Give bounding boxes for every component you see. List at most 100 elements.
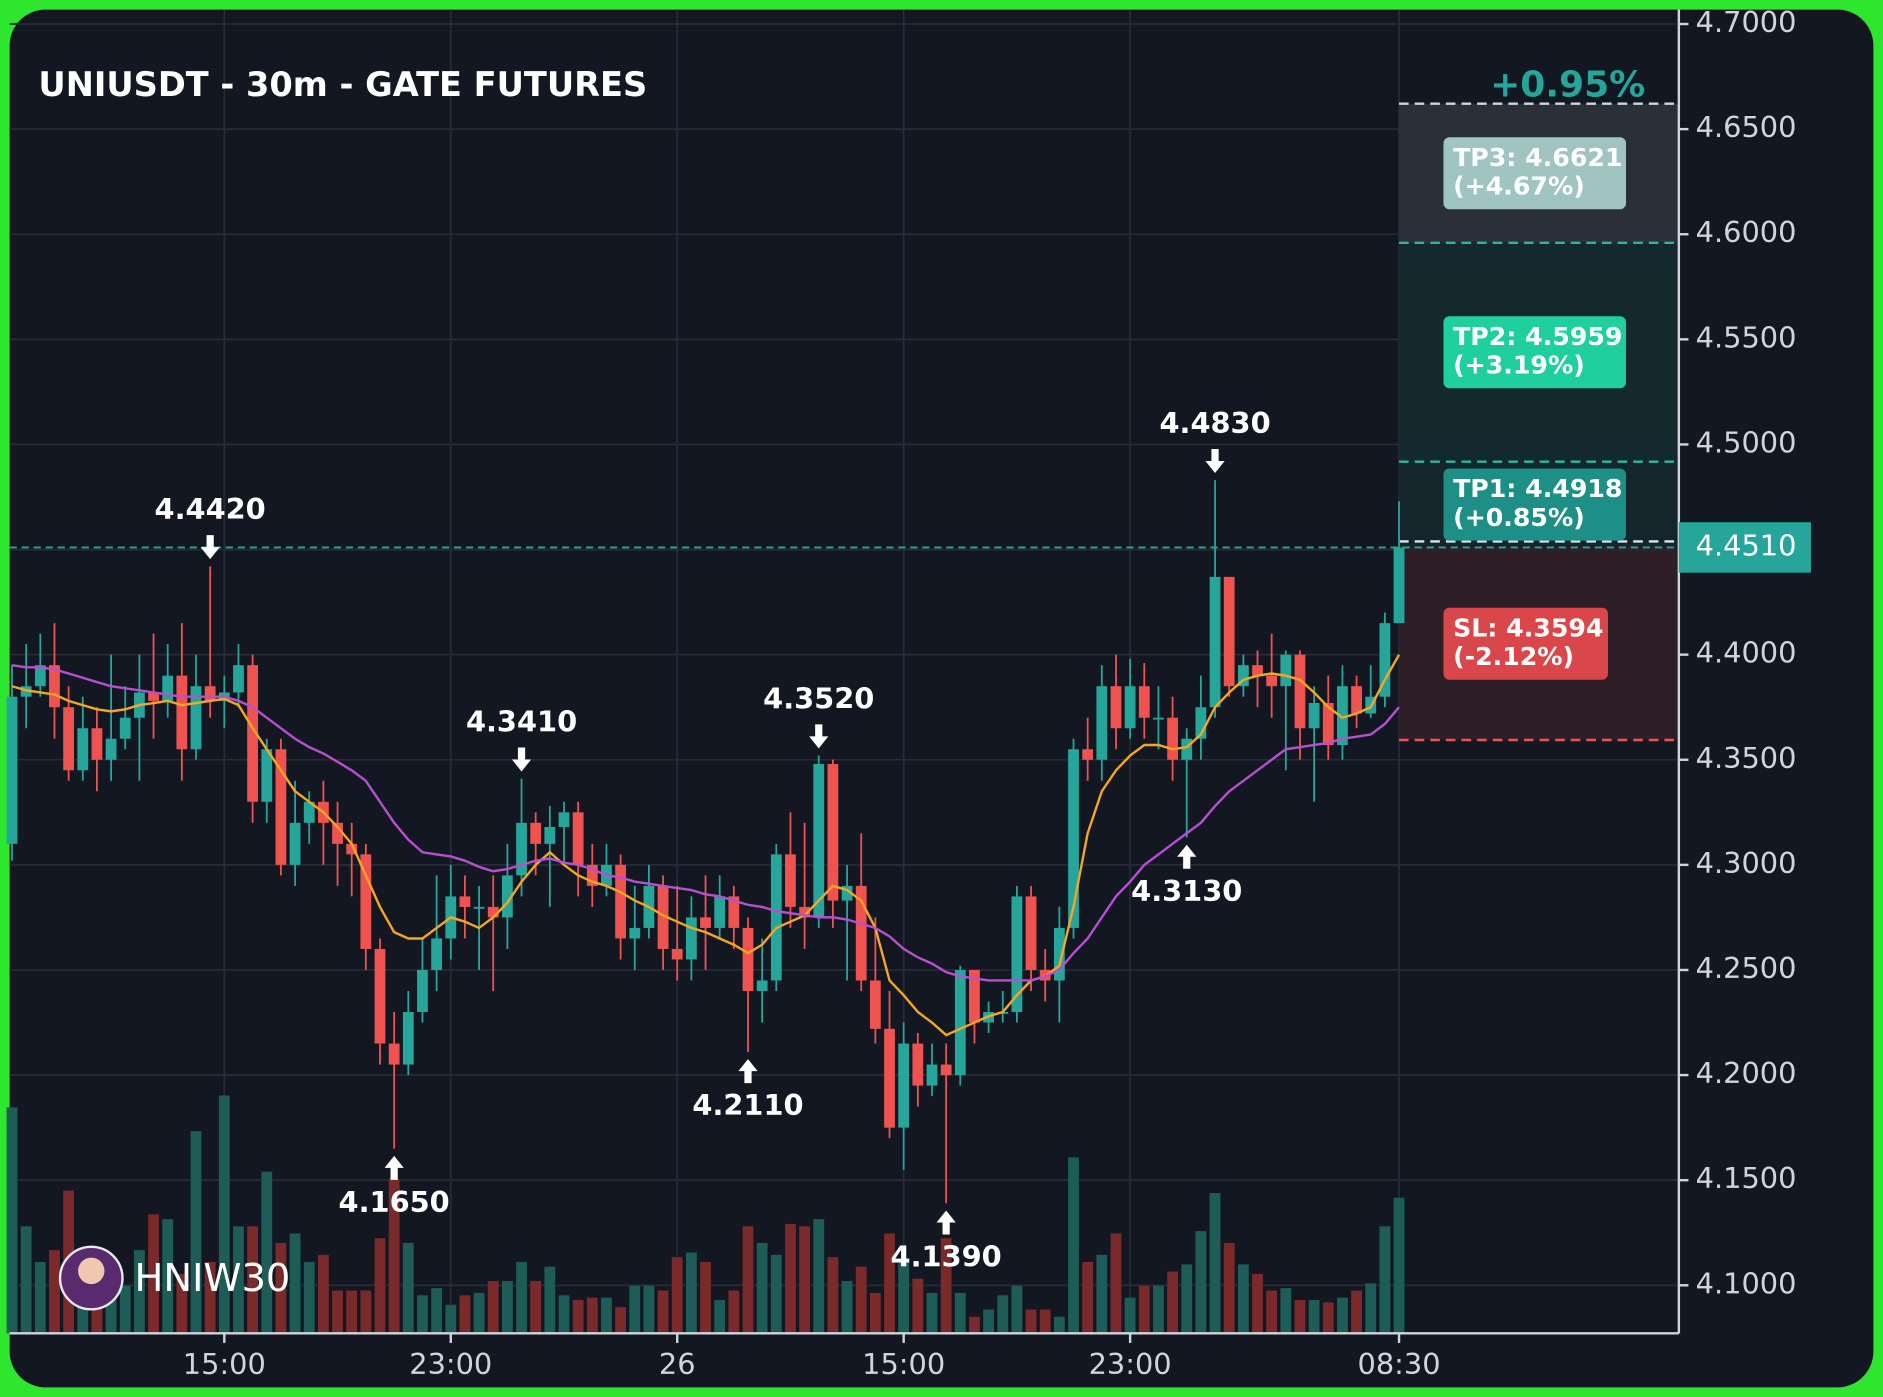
candle-body: [1195, 707, 1207, 739]
candle-body: [1266, 675, 1278, 687]
watermark: HNIW30: [135, 1256, 291, 1301]
current-price-label: 4.4510: [1696, 528, 1797, 562]
candle-body: [898, 1043, 910, 1128]
candle-body: [1379, 623, 1391, 697]
arrow-up: [738, 1059, 758, 1084]
current-price-box: [1678, 522, 1811, 573]
candle-body: [374, 948, 386, 1044]
volume-bar: [233, 1226, 244, 1334]
volume-bar: [1181, 1264, 1193, 1334]
candle-body: [884, 1028, 895, 1128]
candle-body: [841, 885, 853, 901]
candle-body: [1209, 576, 1221, 708]
volume-bar: [1195, 1231, 1207, 1334]
candle-body: [275, 749, 287, 865]
arrow-up: [1177, 844, 1197, 869]
volume-bar: [898, 1261, 910, 1334]
volume-bar: [586, 1297, 598, 1334]
candle-body: [728, 896, 740, 928]
avatar-face: [78, 1257, 105, 1285]
volume-bar: [1294, 1300, 1306, 1334]
volume-bar: [1322, 1302, 1334, 1334]
volume-bar: [813, 1219, 825, 1334]
volume-bar: [1096, 1254, 1108, 1334]
volume-bar: [148, 1214, 159, 1334]
candle-body: [190, 686, 202, 750]
volume-bar: [756, 1242, 768, 1334]
annotation-label: 4.2110: [692, 1088, 803, 1122]
candle-body: [1167, 717, 1178, 760]
volume-bar: [1280, 1288, 1292, 1334]
volume-bar: [1110, 1233, 1122, 1334]
volume-bar: [827, 1257, 839, 1334]
arrow-down: [1205, 448, 1225, 473]
volume-bar: [6, 1107, 18, 1334]
volume-bar: [1379, 1226, 1391, 1334]
candle-body: [1237, 665, 1249, 687]
candle-body: [827, 763, 839, 901]
volume-bar: [34, 1261, 46, 1334]
candle-body: [657, 885, 669, 949]
volume-bar: [1308, 1300, 1320, 1334]
volume-bar: [728, 1290, 740, 1334]
candle-body: [940, 1064, 952, 1076]
candle-body: [700, 917, 711, 928]
candle-body: [1181, 738, 1193, 760]
candles: [6, 480, 1405, 1204]
y-tick-label: 4.4000: [1696, 636, 1797, 670]
volume-bar: [49, 1250, 60, 1334]
volume-bar: [487, 1281, 499, 1334]
volume-bar: [501, 1281, 513, 1334]
arrow-down: [511, 747, 532, 772]
candle-body: [6, 696, 18, 844]
candle-body: [629, 927, 641, 939]
volume-bar: [884, 1233, 895, 1334]
candle-body: [204, 686, 216, 701]
candle-body: [530, 822, 542, 844]
candle-body: [77, 728, 89, 771]
candle-body: [1280, 654, 1292, 687]
volume-bar: [459, 1295, 471, 1334]
candle-body: [501, 875, 513, 918]
volume-bar: [162, 1219, 174, 1334]
candle-body: [1138, 686, 1150, 718]
candle-body: [558, 812, 570, 828]
level-label-box: [1443, 607, 1608, 680]
candle-body: [1308, 703, 1320, 729]
annotation-label: 4.4420: [155, 492, 266, 526]
candle-body: [1011, 896, 1023, 1013]
volume-bar: [841, 1281, 853, 1334]
volume-bar: [601, 1297, 612, 1334]
arrow-down: [200, 535, 220, 560]
x-tick-label: 15:00: [862, 1347, 945, 1381]
candle-body: [417, 969, 428, 1013]
volume-bar: [954, 1292, 966, 1334]
candle-body: [954, 969, 966, 1076]
candle-body: [162, 675, 174, 701]
volume-bar: [289, 1233, 301, 1334]
volume-bar: [1223, 1242, 1235, 1334]
x-tick-label: 15:00: [183, 1347, 266, 1381]
level-labels: TP3: 4.6621(+4.67%) TP2: 4.5959(+3.19%) TP…: [1443, 137, 1627, 680]
candle-body: [233, 665, 244, 693]
candle-body: [1110, 686, 1122, 729]
moving-average: [11, 664, 1400, 982]
volume-bar: [1351, 1290, 1362, 1334]
candle-body: [34, 665, 46, 687]
volume-bar: [799, 1226, 811, 1334]
volume-bar: [473, 1292, 485, 1334]
volume-bar: [855, 1266, 867, 1334]
candle-body: [912, 1043, 924, 1086]
y-tick-label: 4.5500: [1696, 320, 1797, 354]
volume-bar: [119, 1285, 131, 1334]
volume-bar: [912, 1278, 924, 1334]
candle-body: [1124, 686, 1136, 729]
candle-body: [516, 822, 527, 876]
volume-bar: [388, 1178, 400, 1334]
candle-body: [813, 763, 825, 918]
volume-bar: [204, 1261, 216, 1334]
volume-bar: [20, 1226, 32, 1334]
annotation-label: 4.3410: [466, 704, 577, 738]
